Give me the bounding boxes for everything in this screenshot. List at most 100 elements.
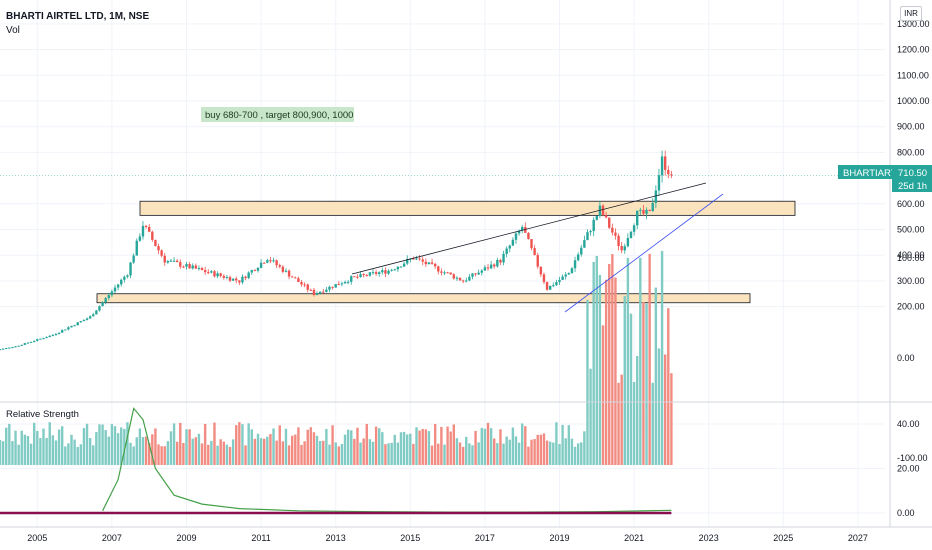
volume-bar <box>421 428 424 465</box>
candle <box>172 260 176 262</box>
volume-bar <box>387 443 390 465</box>
candle <box>378 272 381 274</box>
price-tag-symbol: BHARTIARTL <box>843 168 902 179</box>
volume-bar <box>517 442 521 465</box>
candle <box>555 282 558 286</box>
volume-bar <box>409 433 412 465</box>
volume-bar <box>0 439 2 465</box>
volume-bar <box>477 442 480 465</box>
volume-bar <box>670 373 673 465</box>
volume-bar <box>101 424 104 465</box>
volume-bar <box>356 427 359 465</box>
candle <box>110 291 114 296</box>
price-zone <box>96 293 751 304</box>
volume-bar <box>5 427 8 465</box>
symbol-title[interactable]: BHARTI AIRTEL LTD, 1M, NSE <box>6 11 150 22</box>
candle <box>331 286 334 288</box>
candle <box>524 227 527 233</box>
candle <box>263 262 266 264</box>
candle <box>51 334 55 336</box>
volume-bar <box>23 434 27 465</box>
price-tag[interactable]: BHARTIARTL 710.50 25d 1h <box>838 165 932 192</box>
candle <box>396 266 400 270</box>
volume-bar <box>141 437 145 465</box>
volume-bar <box>623 296 626 465</box>
candle <box>657 175 661 191</box>
volume-bar <box>306 429 309 465</box>
volume-bar <box>303 441 306 465</box>
volume-bar <box>471 445 474 465</box>
support-resistance-zones[interactable] <box>96 200 796 304</box>
candle <box>496 259 499 267</box>
volume-bar <box>231 439 235 465</box>
volume-bar <box>110 424 114 465</box>
candle <box>247 272 250 279</box>
volume-bar <box>29 443 33 465</box>
volume-bar <box>169 431 173 465</box>
volume-bar <box>14 430 17 465</box>
volume-bar <box>325 428 328 465</box>
candle <box>480 270 483 273</box>
volume-bar <box>570 438 574 465</box>
candle <box>468 276 471 281</box>
candle <box>135 240 138 256</box>
candle <box>651 202 654 212</box>
candle <box>219 273 222 276</box>
candle <box>387 270 390 274</box>
candle <box>412 258 415 260</box>
volume-bar <box>294 434 297 465</box>
candle <box>402 263 406 267</box>
candle <box>517 230 521 234</box>
candle <box>231 278 235 281</box>
grid-lines <box>0 0 885 527</box>
candle <box>210 271 213 273</box>
volume-bar <box>309 427 313 465</box>
volume-bar <box>185 429 188 465</box>
volume-bar <box>85 423 89 465</box>
volume-bar <box>266 436 269 465</box>
volume-bar <box>636 355 639 465</box>
volume-bar <box>350 430 353 465</box>
volume-bar <box>545 440 549 465</box>
candle <box>123 276 126 280</box>
x-tick-label: 2017 <box>475 533 495 543</box>
annotation-box[interactable]: buy 680-700 , target 800,900, 1000 <box>201 107 354 122</box>
trendlines[interactable] <box>351 182 724 313</box>
volume-bar <box>651 382 654 465</box>
candle <box>297 278 300 283</box>
volume-bar <box>642 302 645 465</box>
volume-bar <box>213 422 216 465</box>
volume-bar <box>126 422 129 465</box>
candle <box>300 282 303 285</box>
volume-bar <box>365 423 368 465</box>
candle <box>486 267 490 269</box>
candle <box>1 348 5 350</box>
volume-bar <box>26 436 30 465</box>
candle <box>312 289 316 296</box>
volume-bar <box>113 426 117 465</box>
candle <box>287 270 291 277</box>
volume-bar <box>73 439 76 465</box>
candle <box>558 279 561 283</box>
rs-tick-label: 40.00 <box>897 419 920 429</box>
volume-bar <box>70 434 73 465</box>
candles <box>0 150 673 351</box>
volume-bar <box>312 432 316 465</box>
volume-bar <box>548 441 552 465</box>
currency-badge[interactable]: INR <box>900 6 922 21</box>
candle <box>461 280 465 282</box>
volume-bar <box>378 428 381 465</box>
volume-bar <box>465 436 468 465</box>
candle <box>608 217 611 228</box>
candle <box>477 272 480 275</box>
candle <box>663 156 667 170</box>
candle <box>213 271 216 277</box>
volume-bar <box>272 428 275 465</box>
candle <box>216 273 219 277</box>
candle <box>381 270 384 273</box>
volume-bar <box>188 429 191 465</box>
volume-label[interactable]: Vol <box>6 25 20 36</box>
volume-bar <box>259 438 263 465</box>
candle <box>580 247 583 255</box>
